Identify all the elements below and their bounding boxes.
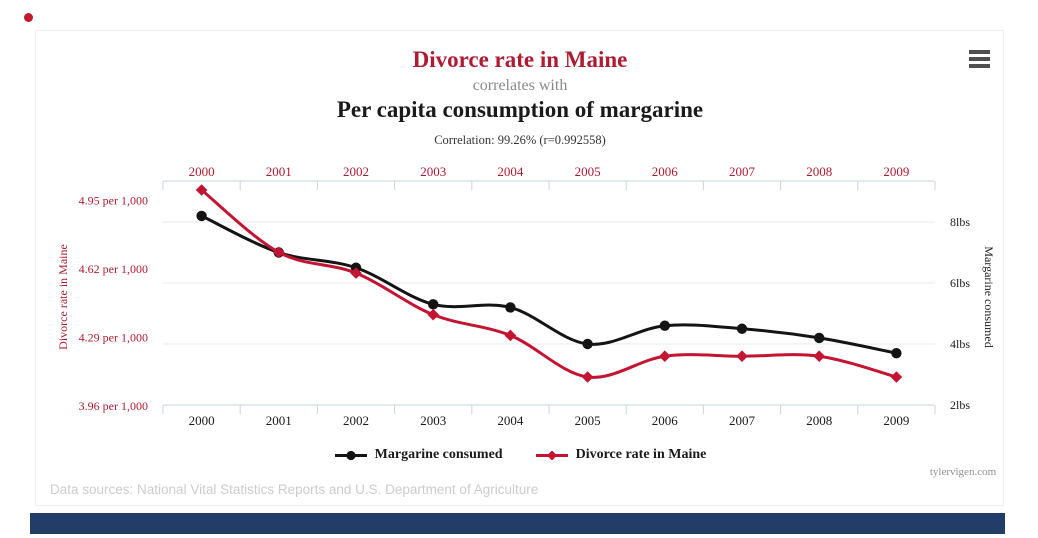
watermark-link[interactable]: tylervigen.com	[929, 466, 997, 478]
data-point-diamond	[273, 246, 285, 259]
bottom-selection-bar	[30, 513, 1005, 534]
left-axis-title: Divorce rate in Maine	[56, 244, 70, 350]
data-point-diamond	[350, 267, 362, 279]
chart-title-secondary: Per capita consumption of margarine	[336, 97, 704, 122]
top-axis-year-label: 2006	[652, 164, 679, 179]
bottom-axis-year-label: 2002	[343, 413, 369, 428]
series-line-margarine-consumed	[200, 214, 898, 355]
data-point-diamond	[504, 329, 517, 342]
data-point-circle	[428, 299, 439, 310]
legend-marker-diamond-icon	[535, 450, 568, 460]
chart-legend: Margarine consumed Divorce rate in Maine	[35, 447, 1005, 463]
data-point-diamond	[659, 350, 671, 363]
right-axis-tick-label: 2lbs	[950, 398, 970, 412]
top-axis-year-label: 2002	[343, 164, 369, 179]
record-indicator-dot	[24, 13, 33, 22]
bottom-axis-year-label: 2004	[497, 413, 524, 428]
data-point-diamond	[736, 350, 748, 363]
data-point-circle	[891, 347, 902, 359]
data-point-circle	[814, 332, 825, 344]
legend-item-margarine-consumed: Margarine consumed	[334, 447, 503, 463]
legend-label: Divorce rate in Maine	[575, 447, 707, 462]
right-axis-tick-label: 4lbs	[950, 337, 970, 351]
chart-panel	[35, 30, 1004, 506]
data-point-circle	[196, 210, 207, 222]
chart-title-primary: Divorce rate in Maine	[412, 47, 628, 72]
left-axis-tick-label: 4.29 per 1,000	[79, 331, 148, 345]
bottom-axis-year-label: 2009	[883, 413, 909, 428]
top-axis-year-label: 2000	[189, 164, 215, 179]
legend-label: Margarine consumed	[374, 447, 503, 462]
left-axis-tick-label: 4.95 per 1,000	[79, 193, 148, 207]
data-point-circle	[659, 320, 670, 331]
data-point-circle	[505, 302, 516, 313]
right-axis-tick-label: 8lbs	[950, 215, 970, 229]
bottom-axis-year-label: 2003	[420, 413, 446, 428]
data-point-diamond	[813, 350, 825, 363]
bottom-axis-year-label: 2008	[806, 413, 832, 428]
right-axis-tick-label: 6lbs	[950, 276, 970, 290]
right-axis-title: Margarine consumed	[982, 246, 996, 347]
data-point-diamond	[427, 308, 439, 321]
data-point-diamond	[890, 371, 903, 383]
top-axis-year-label: 2001	[266, 164, 292, 179]
top-axis-year-label: 2008	[806, 164, 832, 179]
bottom-axis-year-label: 2007	[729, 413, 756, 428]
legend-marker-circle-icon	[334, 450, 367, 460]
top-axis-year-label: 2007	[729, 164, 756, 179]
top-axis-year-label: 2009	[883, 164, 909, 179]
data-point-circle	[582, 338, 593, 350]
bottom-axis-year-label: 2000	[189, 413, 215, 428]
chart-title-connector: correlates with	[472, 77, 568, 94]
left-axis-tick-label: 3.96 per 1,000	[79, 399, 148, 413]
series-line-divorce-rate-in-maine	[200, 188, 898, 379]
left-axis-tick-label: 4.62 per 1,000	[79, 262, 148, 276]
bottom-axis-year-label: 2005	[575, 413, 601, 428]
legend-item-divorce-rate-in-maine: Divorce rate in Maine	[535, 447, 707, 463]
data-point-diamond	[195, 184, 208, 196]
top-axis-year-label: 2003	[420, 164, 446, 179]
data-point-diamond	[581, 371, 594, 383]
data-sources-note: Data sources: National Vital Statistics …	[50, 482, 539, 497]
bottom-axis-year-label: 2001	[266, 413, 292, 428]
top-axis-year-label: 2004	[497, 164, 524, 179]
bottom-axis-year-label: 2006	[652, 413, 679, 428]
top-axis-year-label: 2005	[575, 164, 601, 179]
correlation-caption: Correlation: 99.26% (r=0.992558)	[434, 133, 606, 147]
data-point-circle	[736, 323, 748, 334]
hamburger-menu-icon[interactable]	[969, 50, 990, 68]
